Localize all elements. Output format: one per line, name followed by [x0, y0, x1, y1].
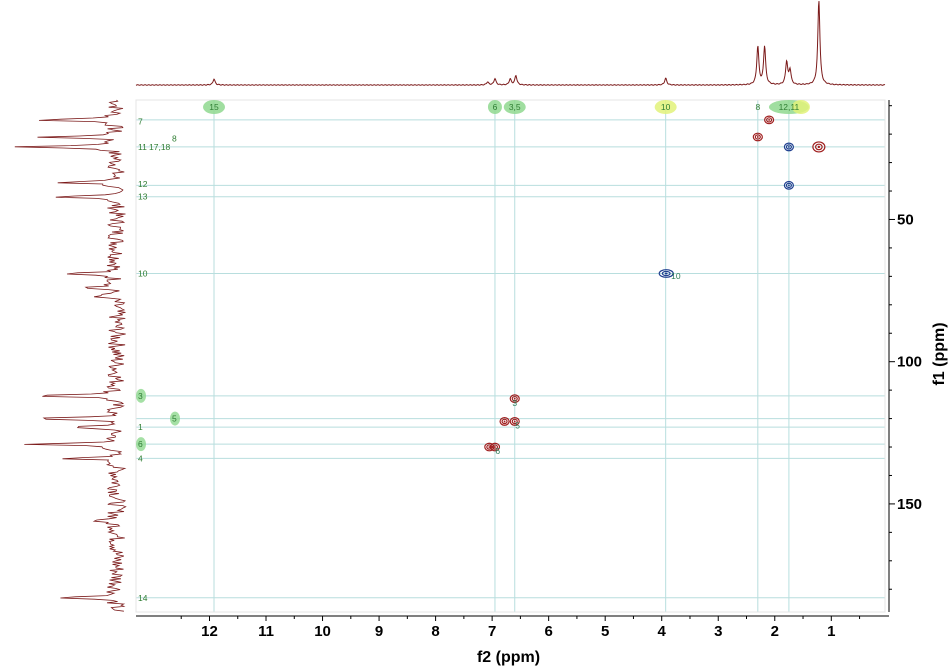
x-tick-label: 10 [314, 623, 331, 640]
x-tick-label: 5 [601, 623, 609, 640]
cross-peak-core [788, 145, 790, 148]
assignment-highlight [654, 100, 677, 114]
assignment-labels: 15 6 3,5 10 8 12,11 7 8 11 17,18 12 13 10 3 5 1 6 4 14 [136, 100, 810, 603]
cross-peaks: 10 3 5 6 [484, 115, 826, 456]
x-tick-label: 1 [827, 623, 835, 640]
cross-peak [489, 442, 501, 452]
cross-peak [484, 442, 495, 452]
cross-peak-core [513, 397, 516, 400]
left-assignment-label: 5 [172, 414, 177, 424]
cross-peak-core [513, 420, 516, 423]
cross-peak [499, 417, 510, 426]
top-assignment-label: 12,11 [779, 102, 800, 112]
cross-peak-inner [661, 270, 671, 277]
cross-peak [509, 394, 520, 404]
cross-peak-inner [754, 134, 761, 140]
x-axis: 12 11 10 9 8 7 6 5 4 3 2 1 [180, 616, 861, 640]
x-tick-label: 7 [488, 623, 496, 640]
x-tick-label: 11 [258, 623, 274, 640]
top-projection-trace [135, 1, 886, 86]
cross-peak [752, 132, 763, 142]
left-assignment-label: 13 [138, 192, 148, 202]
assignment-highlight [136, 437, 146, 452]
top-assignment-label: 10 [661, 102, 671, 112]
cross-peak-inner [501, 418, 508, 425]
left-assignment-label: 10 [138, 269, 148, 279]
y-axis-label: f1 (ppm) [931, 322, 948, 385]
guide-lines [136, 100, 885, 612]
left-projection-trace [14, 99, 127, 612]
left-assignment-label: 14 [138, 593, 148, 603]
left-assignment-label: 17,18 [149, 142, 171, 152]
left-assignment-label: 11 [138, 142, 147, 152]
cross-peak-inner [511, 418, 518, 425]
cross-peak-core [817, 145, 821, 149]
left-assignment-label: 7 [138, 116, 143, 126]
cross-peak-inner [511, 395, 518, 402]
cross-peak [783, 142, 795, 152]
cross-peak-inner [491, 444, 499, 450]
cross-peak-label: 10 [671, 271, 681, 281]
top-projection [135, 1, 886, 86]
cross-peak-core [756, 136, 759, 138]
x-tick-label: 3 [714, 623, 722, 640]
cross-peak [658, 269, 674, 278]
left-assignment-label: 3 [138, 391, 143, 401]
left-projection [14, 99, 127, 612]
cross-peak-core [664, 272, 668, 275]
cross-peak-inner [785, 144, 792, 150]
cross-peak-inner [814, 143, 823, 151]
y-tick-label: 50 [897, 211, 914, 228]
left-assignment-label: 4 [138, 453, 143, 463]
x-axis-label: f2 (ppm) [477, 649, 540, 666]
x-tick-label: 8 [431, 623, 439, 640]
assignment-highlight [503, 100, 526, 114]
x-tick-label: 4 [658, 623, 667, 640]
cross-peak [509, 417, 520, 426]
x-tick-label: 9 [375, 623, 383, 640]
cross-peak-label: 3 [512, 398, 517, 408]
assignment-highlight [136, 388, 146, 403]
y-tick-label: 100 [897, 354, 922, 371]
y-tick-label: 150 [897, 496, 922, 513]
plot-frame [135, 99, 890, 617]
cross-peak-inner [785, 182, 792, 189]
assignment-highlight [170, 411, 180, 426]
cross-peak-core [768, 118, 771, 121]
cross-peak-core [494, 446, 496, 448]
cross-peak-core [503, 420, 506, 423]
x-tick-label: 2 [771, 623, 779, 640]
plot-border [135, 99, 886, 613]
assignment-highlight [203, 100, 226, 114]
top-assignment-label: 6 [493, 102, 498, 112]
left-assignment-label: 6 [138, 439, 143, 449]
left-assignment-label: 12 [138, 179, 148, 189]
x-tick-label: 12 [201, 623, 218, 640]
left-assignment-label: 8 [172, 133, 177, 143]
cross-peak-core [488, 446, 491, 448]
cross-peak-inner [486, 444, 493, 450]
x-tick-label: 6 [544, 623, 552, 640]
cross-peak [812, 141, 826, 153]
cross-peak-label: 5 [515, 421, 520, 431]
cross-peak-label: 6 [495, 446, 500, 456]
top-assignment-label: 8 [755, 102, 760, 112]
assignment-highlight [791, 100, 810, 114]
cross-peak [764, 115, 775, 125]
left-assignment-label: 1 [138, 422, 143, 432]
cross-peak-core [788, 184, 790, 187]
top-assignment-label: 3,5 [509, 102, 521, 112]
assignment-highlight [487, 100, 502, 114]
y-axis: 50 100 150 [889, 105, 922, 590]
top-assignment-label: 15 [209, 102, 219, 112]
cross-peak [783, 180, 795, 190]
cross-peak-inner [766, 117, 773, 123]
